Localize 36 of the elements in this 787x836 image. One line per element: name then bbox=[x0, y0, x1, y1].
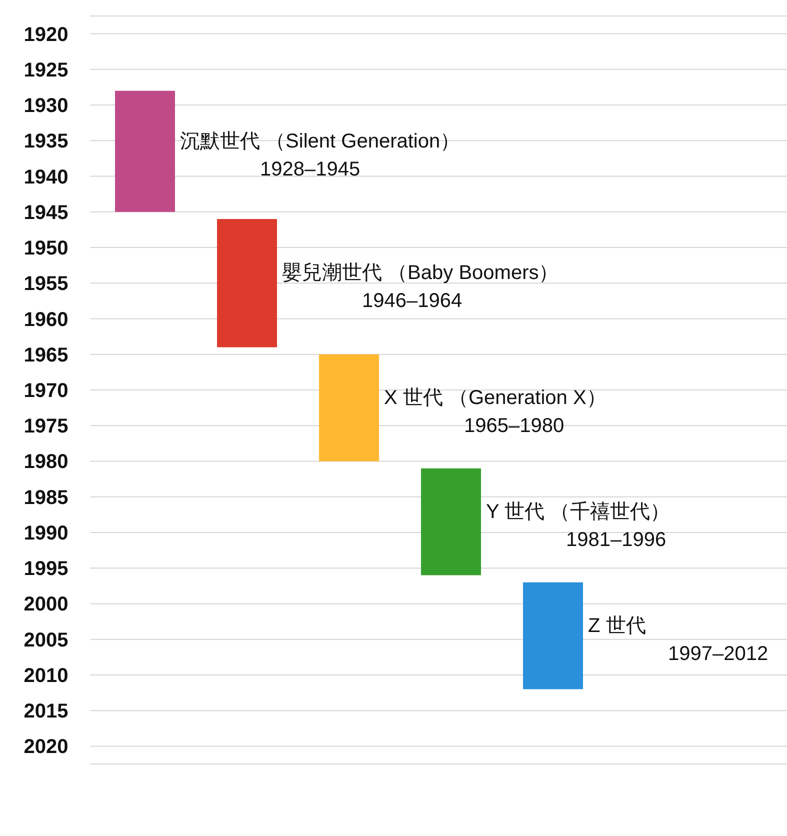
annotation: Y 世代 （千禧世代） bbox=[486, 500, 670, 523]
text: 1997–2012 bbox=[668, 642, 768, 665]
annotation: 沉默世代 （Silent Generation） bbox=[180, 130, 460, 152]
annotation: 1981–1996 bbox=[566, 528, 666, 551]
annotation: 1965–1980 bbox=[464, 414, 564, 437]
bar bbox=[523, 582, 583, 690]
y-tick-label: 1975 bbox=[24, 416, 68, 438]
annotation: X 世代 （Generation X） bbox=[384, 386, 606, 409]
y-tick-label: 2015 bbox=[24, 700, 68, 723]
y-tick-label: 1985 bbox=[24, 486, 68, 509]
y-tick-label: 1960 bbox=[24, 308, 68, 331]
bar bbox=[115, 90, 175, 212]
y-tick-label: 1940 bbox=[24, 166, 68, 188]
annotation: 1946–1964 bbox=[362, 290, 462, 312]
y-tick-label: 1935 bbox=[24, 130, 68, 153]
bar bbox=[319, 354, 379, 462]
y-tick-label: 1955 bbox=[24, 273, 68, 296]
annotation: 嬰兒潮世代 （Baby Boomers） bbox=[282, 262, 559, 284]
y-tick-label: 1930 bbox=[24, 95, 68, 118]
y-tick-label: 2010 bbox=[24, 664, 68, 687]
y-tick-label: 2005 bbox=[24, 629, 68, 652]
y-tick-label: 2020 bbox=[24, 736, 68, 758]
y-tick-label: 1980 bbox=[24, 451, 68, 474]
y-tick-label: 2000 bbox=[24, 594, 68, 616]
annotation: 1928–1945 bbox=[260, 158, 360, 180]
bar bbox=[217, 219, 277, 348]
y-tick-label: 1965 bbox=[24, 344, 68, 366]
annotation: Z 世代 bbox=[588, 614, 646, 637]
y-tick-label: 1925 bbox=[24, 59, 68, 82]
y-tick-label: 1950 bbox=[24, 238, 68, 260]
y-tick-label: 1970 bbox=[24, 380, 68, 402]
bar bbox=[421, 468, 481, 576]
y-tick-label: 1920 bbox=[24, 24, 68, 46]
y-tick-label: 1990 bbox=[24, 522, 68, 544]
y-tick-label: 1995 bbox=[24, 558, 68, 580]
y-tick-label: 1945 bbox=[24, 202, 68, 224]
